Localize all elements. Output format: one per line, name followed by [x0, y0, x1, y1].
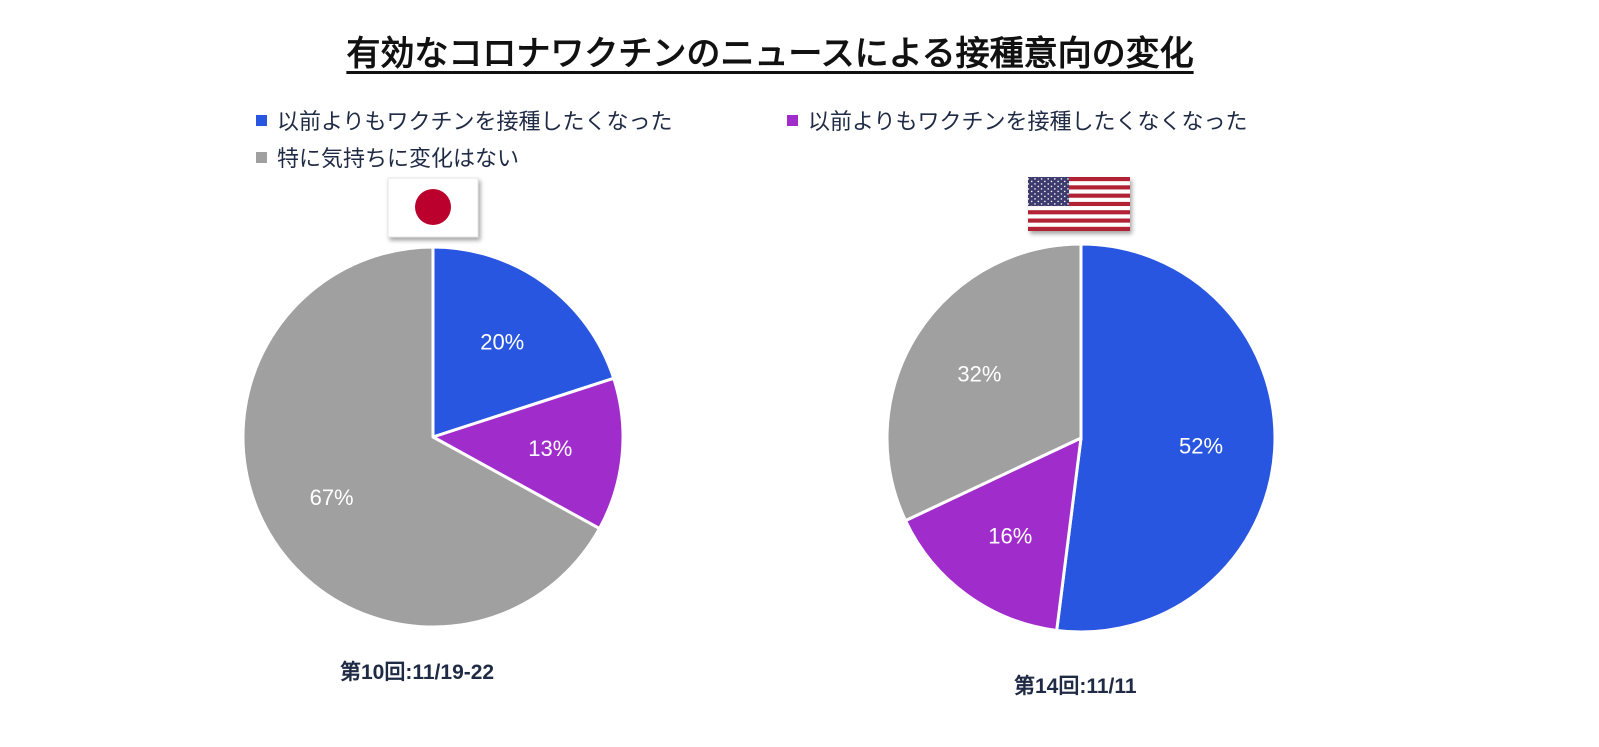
legend-swatch: [256, 151, 267, 163]
legend-item-no-change: 特に気持ちに変化はない: [256, 141, 519, 173]
pie-chart-us: 52% 16% 32%: [885, 242, 1277, 634]
pie-slice-more-willing: [1055, 242, 1277, 634]
data-label-no-change: 32%: [957, 362, 1001, 387]
pie-slice-less-willing: [903, 436, 1083, 632]
legend-label: 以前よりもワクチンを接種したくなった: [277, 110, 673, 135]
data-label-more-willing: 52%: [1179, 434, 1223, 459]
data-label-no-change: 67%: [310, 485, 354, 510]
caption-japan: 第10回:11/19-22: [340, 661, 495, 684]
japan-flag-icon: [387, 177, 479, 238]
legend-item-more-willing: 以前よりもワクチンを接種したくなった: [256, 104, 673, 136]
legend-label: 以前よりもワクチンを接種したくなくなった: [808, 110, 1248, 135]
data-label-less-willing: 16%: [988, 523, 1032, 548]
pie-slice-more-willing: [431, 245, 616, 439]
pie-chart-japan: 20% 13% 67%: [241, 245, 625, 629]
pie-slice-no-change: [241, 245, 601, 629]
data-label-less-willing: 13%: [528, 436, 572, 461]
legend-swatch: [256, 114, 267, 126]
legend-item-less-willing: 以前よりもワクチンを接種したくなくなった: [787, 104, 1248, 136]
caption-us: 第14回:11/11: [1014, 675, 1137, 698]
data-label-more-willing: 20%: [480, 330, 524, 355]
chart-title: 有効なコロナワクチンのニュースによる接種意向の変化: [346, 34, 1194, 74]
legend-label: 特に気持ちに変化はない: [277, 147, 520, 172]
legend-swatch: [787, 114, 798, 126]
us-flag-icon: [1028, 177, 1130, 231]
pie-slice-no-change: [885, 242, 1083, 523]
pie-slice-less-willing: [431, 376, 625, 531]
